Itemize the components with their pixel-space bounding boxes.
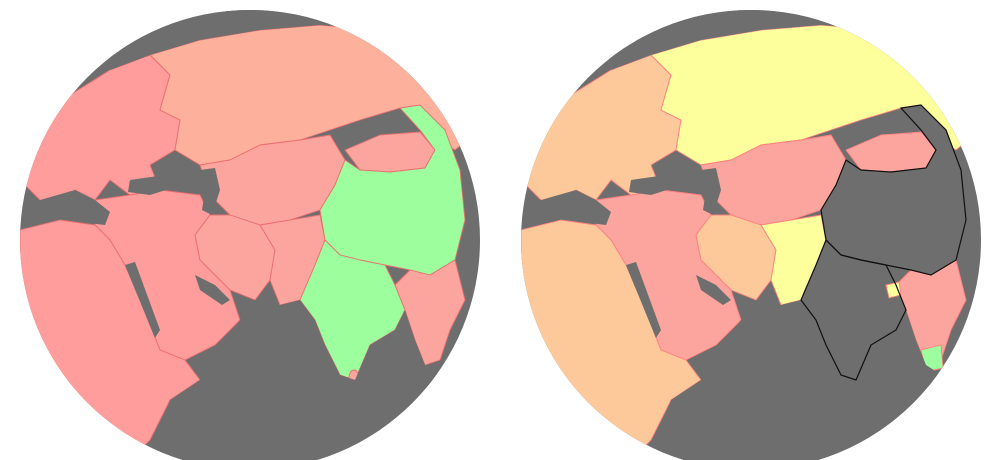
globe-right [521, 10, 981, 460]
red-sea [125, 262, 160, 338]
black-sea [629, 175, 673, 195]
region-bhutan [885, 281, 902, 299]
mediterranean-sea [541, 190, 611, 225]
persian-gulf [696, 275, 731, 305]
mediterranean-sea [40, 190, 110, 225]
black-sea [128, 175, 172, 195]
caspian-sea [200, 168, 220, 215]
globe-left [20, 10, 480, 460]
china-outline [820, 104, 967, 276]
persian-gulf [195, 275, 230, 305]
red-sea [626, 262, 661, 338]
region-iran [695, 214, 777, 301]
region-iran [194, 214, 276, 301]
caspian-sea [701, 168, 721, 215]
